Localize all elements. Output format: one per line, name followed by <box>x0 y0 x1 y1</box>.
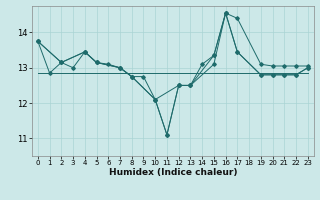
X-axis label: Humidex (Indice chaleur): Humidex (Indice chaleur) <box>108 168 237 177</box>
